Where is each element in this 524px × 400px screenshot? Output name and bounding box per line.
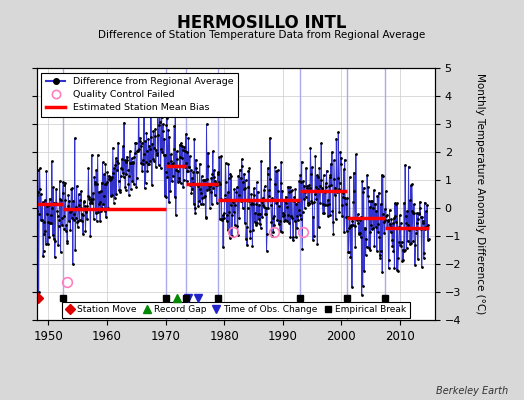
Text: Berkeley Earth: Berkeley Earth <box>436 386 508 396</box>
Text: Difference of Station Temperature Data from Regional Average: Difference of Station Temperature Data f… <box>99 30 425 40</box>
Y-axis label: Monthly Temperature Anomaly Difference (°C): Monthly Temperature Anomaly Difference (… <box>475 73 485 315</box>
Legend: Station Move, Record Gap, Time of Obs. Change, Empirical Break: Station Move, Record Gap, Time of Obs. C… <box>62 302 410 318</box>
Text: HERMOSILLO INTL: HERMOSILLO INTL <box>177 14 347 32</box>
